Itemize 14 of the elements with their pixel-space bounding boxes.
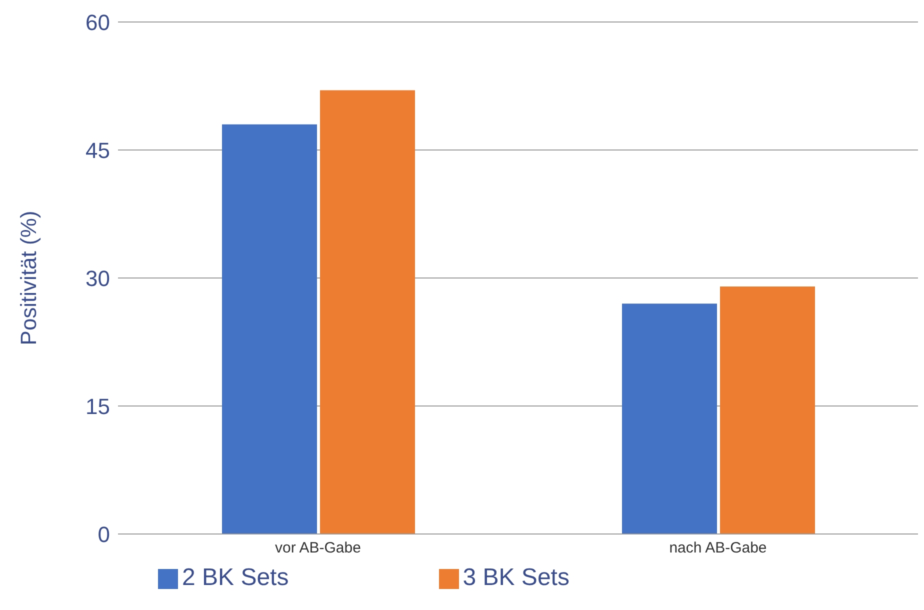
legend-label: 2 BK Sets [182, 564, 289, 591]
x-tick-label: vor AB-Gabe [275, 540, 361, 557]
bar [622, 304, 717, 534]
y-tick-label: 45 [86, 138, 110, 163]
y-tick-label: 60 [86, 10, 110, 35]
y-tick-label: 30 [86, 266, 110, 291]
y-tick-label: 0 [98, 522, 110, 547]
legend-label: 3 BK Sets [462, 564, 570, 591]
bar [720, 286, 815, 534]
bar [222, 124, 317, 534]
y-axis-title: Positivität (%) [16, 210, 41, 346]
bar [320, 90, 415, 534]
x-tick-label: nach AB-Gabe [669, 540, 767, 557]
y-tick-label: 15 [86, 394, 110, 419]
